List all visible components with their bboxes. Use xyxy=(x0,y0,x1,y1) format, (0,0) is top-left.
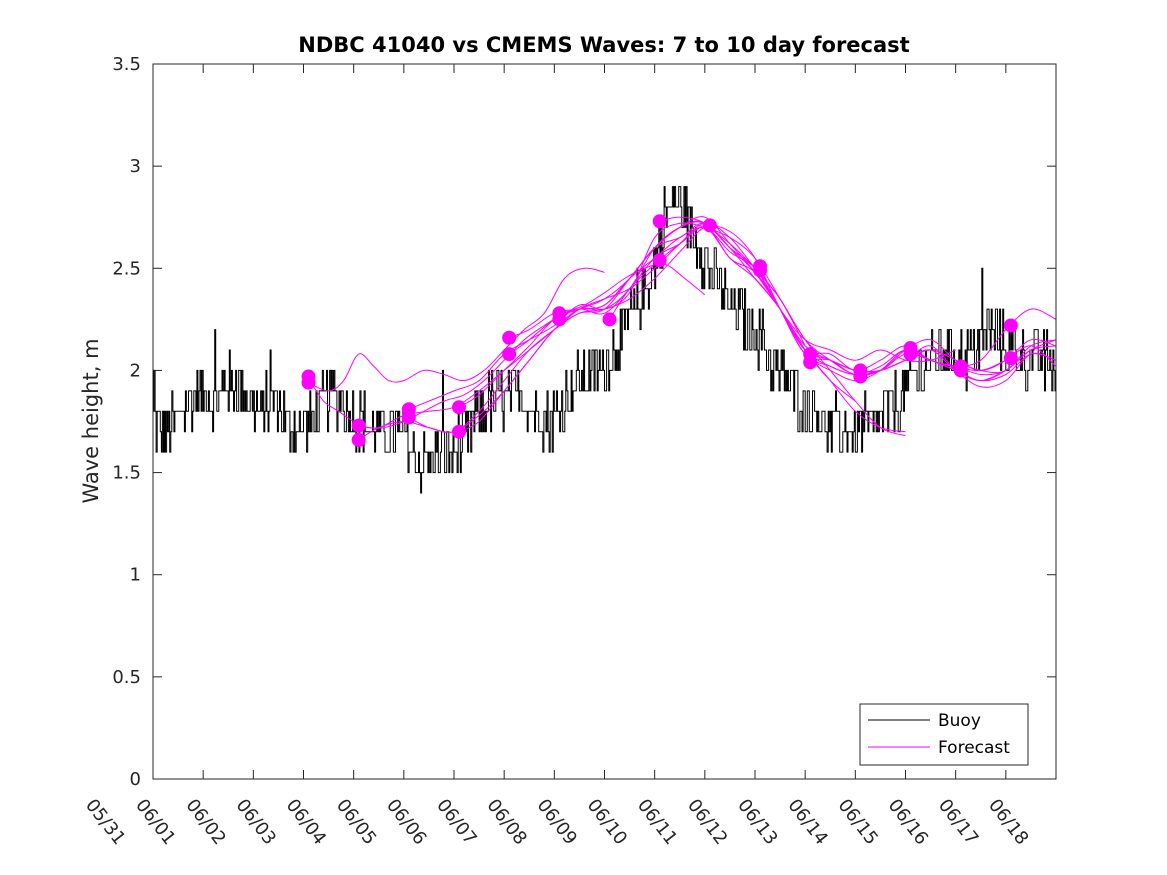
x-tick-label: 06/13 xyxy=(733,795,781,849)
x-tick-label: 05/31 xyxy=(81,795,129,849)
x-tick-label: 06/10 xyxy=(583,795,631,849)
forecast-marker xyxy=(1003,318,1018,333)
x-tick-label: 06/14 xyxy=(783,795,831,849)
forecast-marker xyxy=(903,347,918,362)
forecast-marker xyxy=(401,410,416,425)
chart-title: NDBC 41040 vs CMEMS Waves: 7 to 10 day f… xyxy=(298,33,909,57)
y-tick-label: 0.5 xyxy=(112,667,141,688)
x-tick-label: 06/12 xyxy=(683,795,731,849)
y-tick-label: 3.5 xyxy=(112,54,141,75)
y-tick-label: 3 xyxy=(130,156,141,177)
y-axis-label: Wave height, m xyxy=(79,338,103,503)
forecast-marker xyxy=(502,347,517,362)
y-tick-label: 2 xyxy=(130,360,141,381)
marker-layer xyxy=(301,214,1018,447)
forecast-line-15 xyxy=(910,345,1056,372)
forecast-marker xyxy=(652,214,667,229)
buoy-line xyxy=(153,186,1056,494)
legend-box xyxy=(859,703,1029,766)
y-tick-label: 1 xyxy=(130,565,141,586)
x-tick-label: 06/04 xyxy=(282,795,330,849)
plot-background xyxy=(153,64,1056,779)
forecast-marker xyxy=(753,263,768,278)
forecast-marker xyxy=(452,424,467,439)
x-tick-label: 06/16 xyxy=(884,795,932,849)
forecast-marker xyxy=(652,253,667,268)
legend: Buoy Forecast xyxy=(859,703,1029,766)
forecast-marker xyxy=(602,312,617,327)
forecast-marker xyxy=(351,418,366,433)
x-tick-label: 06/09 xyxy=(533,795,581,849)
x-tick-label: 06/06 xyxy=(382,795,430,849)
forecast-marker xyxy=(853,369,868,384)
x-tick-label: 06/18 xyxy=(984,795,1032,849)
forecast-marker xyxy=(552,312,567,327)
x-tick-label: 06/05 xyxy=(332,795,380,849)
forecast-marker xyxy=(803,355,818,370)
x-tick-label: 06/01 xyxy=(131,795,179,849)
forecast-marker xyxy=(301,375,316,390)
x-tick-label: 06/15 xyxy=(834,795,882,849)
forecast-line-1 xyxy=(308,267,605,392)
x-tick-label: 06/08 xyxy=(482,795,530,849)
y-tick-label: 0 xyxy=(130,769,141,790)
forecast-marker xyxy=(502,330,517,345)
legend-buoy-label: Buoy xyxy=(938,711,981,731)
x-tick-label: 06/03 xyxy=(232,795,280,849)
y-tick-label: 1.5 xyxy=(112,463,141,484)
x-tick-label: 06/02 xyxy=(181,795,229,849)
forecast-marker xyxy=(1003,351,1018,366)
x-tick-label: 06/07 xyxy=(432,795,480,849)
forecast-marker xyxy=(452,400,467,415)
forecast-marker xyxy=(953,363,968,378)
forecast-marker xyxy=(702,218,717,233)
x-tick-label: 06/11 xyxy=(633,795,681,849)
forecast-marker xyxy=(351,432,366,447)
forecast-line-5 xyxy=(408,222,906,437)
x-tick-label: 06/17 xyxy=(934,795,982,849)
legend-forecast-label: Forecast xyxy=(938,738,1010,758)
y-tick-label: 2.5 xyxy=(112,258,141,279)
